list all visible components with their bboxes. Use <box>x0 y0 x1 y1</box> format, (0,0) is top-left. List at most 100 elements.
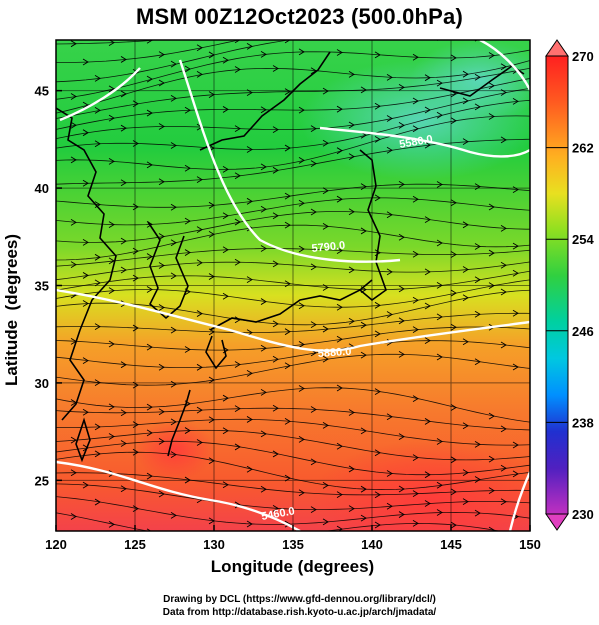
wind-arrow <box>234 172 241 180</box>
wind-arrow <box>360 427 367 435</box>
wind-arrow <box>374 194 381 202</box>
wind-arrow <box>120 266 127 274</box>
wind-arrow <box>348 266 355 274</box>
wind-arrow <box>412 97 419 105</box>
wind-arrow <box>82 272 89 279</box>
y-axis-ticks: 25 30 35 40 45 <box>35 84 62 488</box>
wind-arrow <box>474 476 481 483</box>
wind-arrow <box>120 179 127 187</box>
wind-arrow <box>170 203 177 211</box>
streamline <box>56 451 530 491</box>
wind-arrow <box>310 125 317 133</box>
wind-arrow <box>196 363 203 371</box>
wind-arrow <box>424 302 431 310</box>
contour-labels: 5880.0 5790.0 5580.0 5460.0 <box>260 133 433 523</box>
wind-arrow <box>184 249 191 256</box>
wind-arrow <box>196 44 203 52</box>
wind-arrow <box>196 406 203 414</box>
wind-arrow <box>322 139 329 147</box>
wind-arrow <box>398 181 405 188</box>
wind-arrow <box>374 521 381 529</box>
colorbar-scale <box>545 55 569 515</box>
wind-arrow <box>298 245 305 253</box>
wind-arrow <box>260 298 267 305</box>
streamline <box>56 60 530 114</box>
wind-arrow <box>108 114 115 122</box>
wind-arrow <box>436 353 443 361</box>
wind-arrow <box>412 195 419 203</box>
wind-arrow <box>272 65 279 72</box>
streamline <box>56 270 530 291</box>
wind-arrow <box>512 363 519 371</box>
wind-arrow <box>474 243 481 250</box>
wind-arrow <box>82 357 89 365</box>
wind-arrow <box>272 166 279 174</box>
wind-arrow <box>120 440 127 447</box>
wind-arrow <box>246 197 253 205</box>
x-tick-label: 120 <box>45 537 67 552</box>
wind-arrow <box>348 208 355 216</box>
wind-arrow <box>284 40 291 44</box>
wind-arrow <box>260 388 267 396</box>
wind-arrow <box>108 221 115 229</box>
wind-arrow <box>512 470 519 478</box>
wind-arrow <box>336 525 343 531</box>
wind-arrow <box>158 233 165 240</box>
coastline-taiwan <box>75 417 91 463</box>
wind-arrow <box>94 279 101 287</box>
colorbar-lower-extension <box>545 513 569 531</box>
wind-arrow <box>488 526 495 531</box>
wind-arrow <box>488 412 495 420</box>
wind-streamlines <box>56 0 530 531</box>
wind-arrow <box>450 289 457 297</box>
wind-arrow <box>234 258 241 266</box>
wind-arrow <box>260 205 267 213</box>
wind-arrow <box>196 439 203 446</box>
contour-5790 <box>56 288 530 352</box>
wind-arrow <box>386 146 393 154</box>
wind-arrow <box>360 227 367 235</box>
wind-arrow <box>146 472 153 480</box>
wind-arrow <box>299 14 304 20</box>
wind-arrow <box>336 335 343 343</box>
wind-arrow <box>260 163 267 171</box>
wind-arrow <box>284 144 291 152</box>
wind-arrow <box>284 417 291 425</box>
streamline <box>56 407 530 431</box>
wind-arrow <box>222 246 229 254</box>
wind-arrow <box>108 287 115 295</box>
wind-arrow <box>336 105 343 113</box>
wind-arrow <box>462 498 469 506</box>
wind-arrow <box>424 216 431 224</box>
wind-arrow <box>412 296 419 304</box>
wind-arrow <box>386 73 393 81</box>
contour-label: 5460.0 <box>260 505 295 523</box>
wind-arrow <box>450 404 457 411</box>
wind-arrow <box>462 97 469 105</box>
height-contours <box>56 40 530 531</box>
wind-arrow <box>474 276 481 284</box>
wind-arrow <box>261 21 266 27</box>
y-tick-label: 45 <box>35 84 49 99</box>
wind-arrow <box>94 323 101 331</box>
wind-arrow <box>474 310 481 318</box>
wind-arrow <box>246 465 253 473</box>
wind-arrow <box>451 0 456 4</box>
x-axis-label: Longitude (degrees) <box>210 557 375 576</box>
wind-arrow <box>170 418 177 426</box>
wind-arrow <box>436 509 443 516</box>
wind-arrow <box>375 3 380 9</box>
wind-arrow <box>450 456 457 464</box>
cold-core-region-2 <box>410 40 530 120</box>
streamline <box>56 99 530 150</box>
wind-arrow <box>322 325 329 333</box>
streamline <box>56 40 160 45</box>
streamline <box>56 387 530 423</box>
x-tick-label: 145 <box>440 537 462 552</box>
wind-arrow <box>500 288 507 296</box>
contour-bottom-right <box>508 471 530 531</box>
wind-arrow <box>120 361 127 369</box>
streamline <box>56 312 530 333</box>
x-tick-label: 130 <box>203 537 225 552</box>
wind-arrow <box>310 263 317 271</box>
